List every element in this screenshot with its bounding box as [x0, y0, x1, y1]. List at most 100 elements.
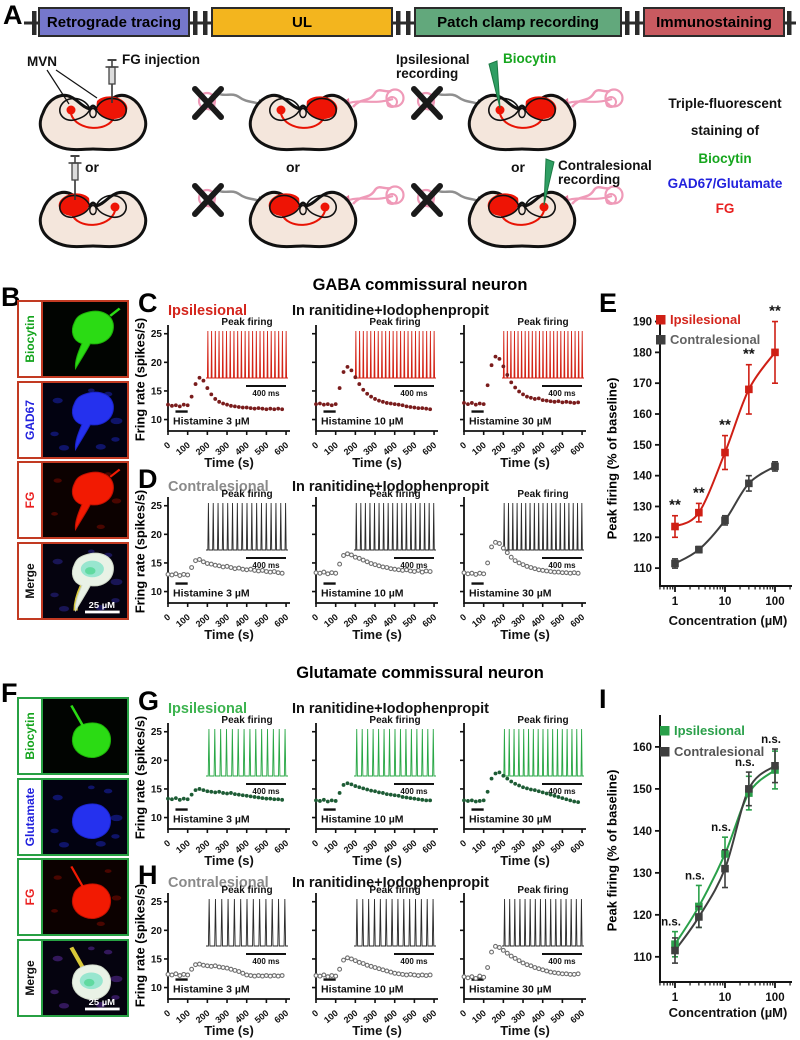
svg-text:100: 100 [765, 596, 784, 608]
svg-text:Peak firing: Peak firing [517, 317, 568, 328]
micrograph-B-gad67: GAD67 [17, 380, 129, 459]
svg-text:600: 600 [272, 838, 290, 855]
brain-section [411, 183, 624, 249]
svg-text:110: 110 [633, 563, 652, 575]
svg-text:400 ms: 400 ms [400, 957, 428, 966]
svg-text:100: 100 [174, 440, 192, 457]
brain-section [411, 86, 624, 152]
svg-text:20: 20 [151, 358, 163, 369]
svg-text:100: 100 [174, 1008, 192, 1025]
syringe-icon [105, 59, 119, 103]
timeline: Retrograde tracing UL Patch clamp recordin… [24, 6, 798, 38]
panel-d-ylabel: Fring rate (spikes/s) [132, 489, 148, 614]
svg-text:400 ms: 400 ms [252, 787, 280, 796]
svg-text:100: 100 [322, 612, 340, 629]
panel-h-charts: 10 15 20 25 0 100 200 300 400 500 600 Time (s) Hista… [148, 882, 600, 1040]
timeline-phase-3: Patch clamp recording [414, 7, 622, 37]
svg-text:Histamine 3 µM: Histamine 3 µM [173, 814, 250, 826]
svg-text:Time (s): Time (s) [500, 1023, 550, 1038]
panel-e-label: E [599, 288, 618, 318]
svg-text:500: 500 [253, 838, 271, 855]
stain-label: Biocytin [23, 315, 37, 363]
svg-text:600: 600 [568, 612, 586, 629]
syringe-icon [68, 155, 82, 200]
svg-text:n.s.: n.s. [661, 917, 681, 929]
svg-text:500: 500 [253, 612, 271, 629]
fluorescence-image: 25 µM [43, 543, 127, 618]
svg-text:170: 170 [633, 378, 652, 390]
svg-text:20: 20 [151, 926, 163, 937]
svg-text:20: 20 [151, 530, 163, 541]
svg-text:400 ms: 400 ms [548, 957, 576, 966]
svg-text:0: 0 [162, 440, 172, 451]
panel-a-schematic: MVN FG injection IpsilesionalrecordingBioc… [27, 51, 783, 249]
svg-text:Histamine 10 µM: Histamine 10 µM [321, 814, 404, 826]
stain-label: FG [23, 491, 37, 509]
svg-text:**: ** [769, 303, 781, 320]
svg-text:600: 600 [420, 1008, 438, 1025]
svg-text:0: 0 [310, 1008, 320, 1019]
svg-text:FG: FG [716, 201, 735, 216]
svg-text:Ipsilesional: Ipsilesional [670, 312, 741, 327]
fluorescence-image [43, 302, 127, 376]
svg-text:140: 140 [633, 471, 652, 483]
svg-text:Time (s): Time (s) [204, 1023, 254, 1038]
svg-text:600: 600 [568, 838, 586, 855]
gaba-section-title: GABA commissural neuron [312, 276, 528, 294]
svg-text:500: 500 [253, 440, 271, 457]
brain-section [38, 93, 148, 152]
panel-h-condition: In ranitidine+Iodophenpropit [292, 875, 489, 891]
svg-text:100: 100 [470, 1008, 488, 1025]
svg-text:Peak firing: Peak firing [369, 885, 420, 896]
timeline-connector [393, 11, 414, 35]
svg-text:10: 10 [151, 587, 163, 598]
svg-text:Histamine 30 µM: Histamine 30 µM [469, 814, 552, 826]
svg-text:400 ms: 400 ms [252, 389, 280, 398]
svg-text:160: 160 [633, 742, 652, 754]
svg-text:150: 150 [633, 440, 652, 452]
svg-text:100: 100 [322, 838, 340, 855]
brain-section [38, 190, 148, 249]
svg-text:Ipsilesional: Ipsilesional [396, 52, 470, 67]
brain-section [192, 86, 405, 152]
panel-g-charts: 10 15 20 25 0 100 200 300 400 500 600 Time (s) Hista… [148, 712, 600, 874]
svg-text:Histamine 3 µM: Histamine 3 µM [173, 984, 250, 996]
svg-text:110: 110 [633, 952, 652, 964]
svg-text:400 ms: 400 ms [548, 787, 576, 796]
svg-text:25 µM: 25 µM [89, 600, 115, 609]
svg-text:10: 10 [719, 596, 732, 608]
svg-text:500: 500 [549, 440, 567, 457]
panel-h-label: H [138, 860, 158, 890]
panel-c-charts: 10 15 20 25 0 100 200 300 400 500 600 Time (s) Hista… [148, 314, 600, 476]
svg-text:Time (s): Time (s) [500, 627, 550, 642]
svg-text:Peak firing: Peak firing [221, 715, 272, 726]
svg-text:or: or [511, 159, 526, 175]
svg-text:0: 0 [310, 612, 320, 623]
svg-text:Contralesional: Contralesional [670, 332, 760, 347]
svg-text:600: 600 [420, 440, 438, 457]
svg-text:Time (s): Time (s) [204, 455, 254, 470]
svg-text:0: 0 [162, 612, 172, 623]
svg-text:500: 500 [253, 1008, 271, 1025]
svg-text:500: 500 [401, 838, 419, 855]
svg-text:FG injection: FG injection [122, 52, 200, 67]
stain-label: Merge [23, 562, 37, 599]
micrograph-F-fg: FG [17, 858, 129, 936]
timeline-connector [190, 11, 211, 35]
svg-text:500: 500 [401, 1008, 419, 1025]
panel-h-side-label: Contralesional [168, 875, 269, 891]
svg-text:n.s.: n.s. [761, 734, 781, 746]
svg-text:500: 500 [549, 838, 567, 855]
svg-text:GAD67/Glutamate: GAD67/Glutamate [668, 176, 783, 191]
svg-text:500: 500 [549, 1008, 567, 1025]
svg-text:Time (s): Time (s) [204, 627, 254, 642]
panel-f-microscopy: Biocytin Glutamate FG Merge 25 µM [17, 697, 129, 1019]
svg-text:Time (s): Time (s) [204, 853, 254, 868]
